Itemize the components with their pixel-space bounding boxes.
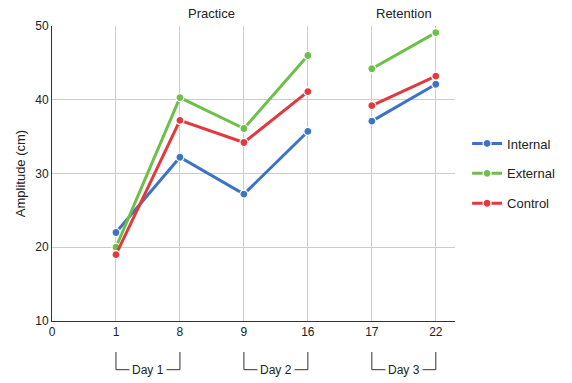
svg-text:Internal: Internal [507,137,550,152]
svg-text:30: 30 [35,167,49,181]
svg-text:Control: Control [507,196,549,211]
svg-text:Day 1: Day 1 [132,363,164,377]
svg-text:Day 3: Day 3 [388,363,420,377]
svg-text:40: 40 [35,93,49,107]
svg-text:50: 50 [35,19,49,33]
svg-text:Day 2: Day 2 [260,363,292,377]
svg-text:20: 20 [35,240,49,254]
svg-text:Amplitude (cm): Amplitude (cm) [13,130,28,217]
svg-text:16: 16 [301,325,315,339]
svg-text:Retention: Retention [376,6,432,21]
svg-text:10: 10 [35,314,49,328]
svg-text:Practice: Practice [188,6,235,21]
svg-text:22: 22 [429,325,443,339]
svg-text:17: 17 [365,325,379,339]
svg-text:External: External [507,166,555,181]
svg-text:9: 9 [241,325,248,339]
svg-text:1: 1 [113,325,120,339]
svg-text:8: 8 [177,325,184,339]
svg-text:0: 0 [49,325,56,339]
